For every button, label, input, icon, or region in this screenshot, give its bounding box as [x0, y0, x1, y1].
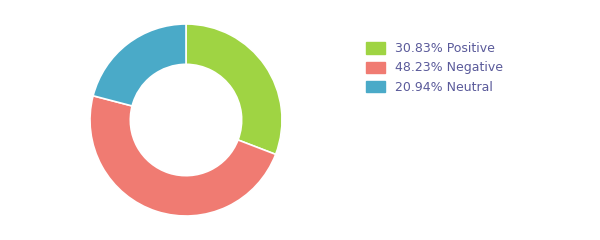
Wedge shape [90, 96, 275, 216]
Legend: 30.83% Positive, 48.23% Negative, 20.94% Neutral: 30.83% Positive, 48.23% Negative, 20.94%… [366, 42, 503, 94]
Wedge shape [186, 24, 282, 154]
Wedge shape [93, 24, 186, 106]
